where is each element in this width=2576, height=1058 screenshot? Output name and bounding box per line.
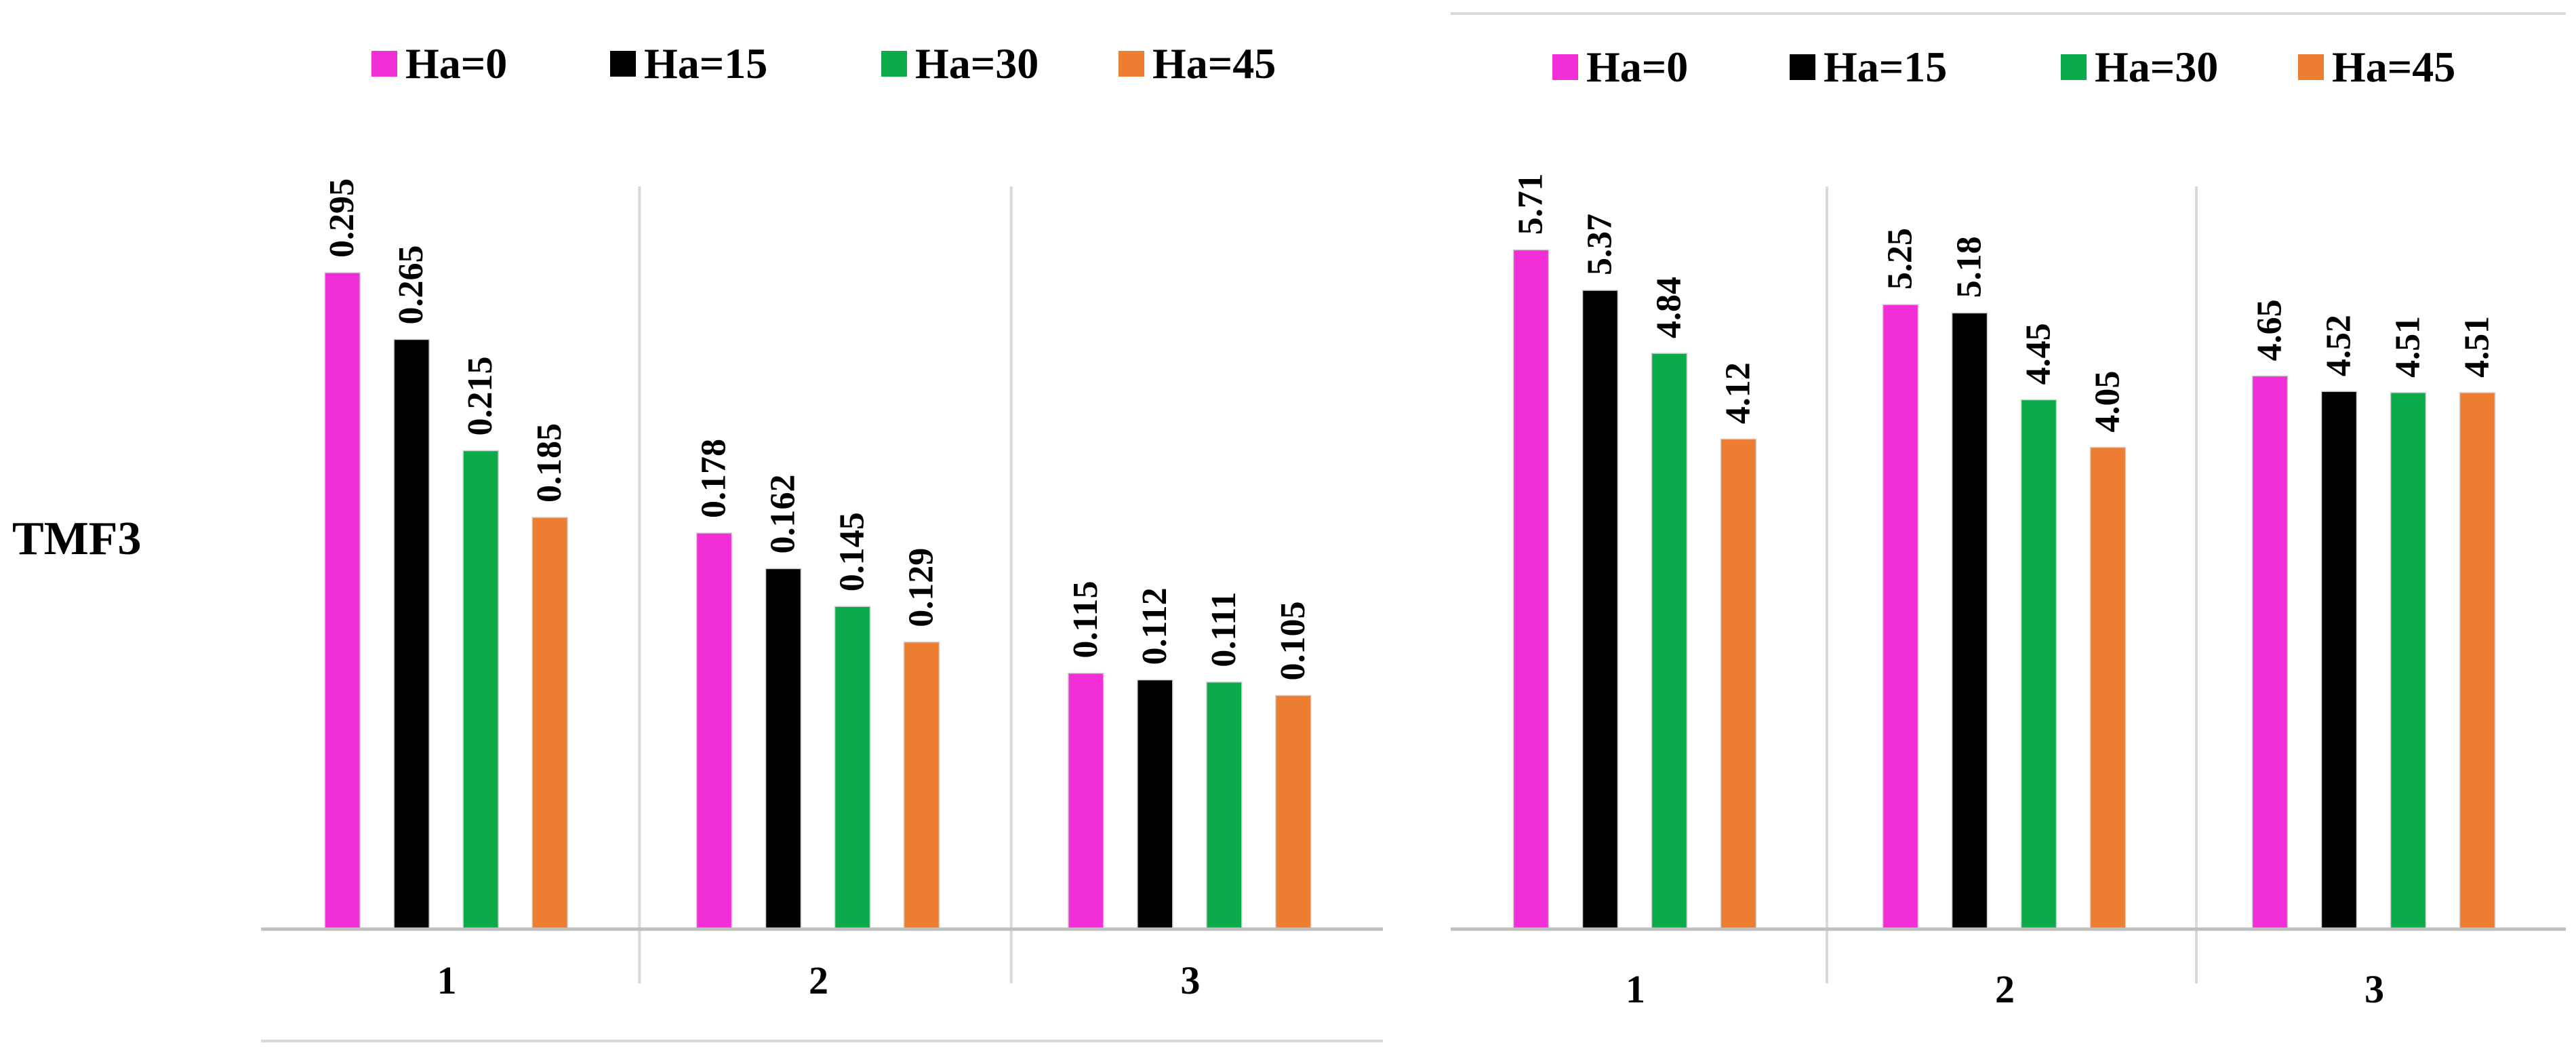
data-label: 5.37	[1581, 214, 1619, 275]
x-tick-label: 3	[2364, 967, 2384, 1011]
data-label: 0.129	[902, 548, 941, 627]
bar-Ha30-cat3	[1206, 682, 1243, 930]
legend-entry: Ha=15	[1824, 43, 1947, 91]
data-label: 0.162	[764, 474, 803, 553]
bar-Ha0-cat3	[2251, 375, 2289, 930]
legend-entry: Ha=0	[405, 39, 507, 87]
legend-entry: Ha=30	[915, 39, 1039, 87]
bar-Ha15-cat2	[765, 568, 802, 930]
bar-Ha15-cat1	[1582, 290, 1619, 930]
bar-Ha45-cat1	[531, 517, 568, 930]
legend-swatch	[1552, 54, 1578, 80]
x-tick-label: 2	[1995, 967, 2015, 1011]
data-label: 0.111	[1205, 592, 1243, 667]
data-label: 0.265	[392, 245, 430, 324]
legend-entry: Ha=0	[1586, 43, 1688, 91]
bar-Ha0-cat1	[1512, 249, 1550, 930]
data-label: 4.65	[2251, 299, 2289, 361]
data-label: 4.05	[2089, 371, 2127, 433]
bar-Ha0-cat2	[696, 532, 733, 930]
legend-entry: Ha=30	[2095, 43, 2218, 91]
data-label: 0.295	[323, 178, 361, 258]
data-label: 0.112	[1135, 587, 1174, 665]
legend-entry: Ha=15	[644, 39, 767, 87]
legend: Ha=0 Ha=15 Ha=30 Ha=45	[1552, 43, 2455, 91]
data-label: 4.51	[2389, 316, 2428, 378]
bar-Ha30-cat1	[1651, 353, 1688, 930]
legend-swatch	[2061, 54, 2087, 80]
bar-Ha0-cat3	[1068, 672, 1104, 930]
data-label: 0.145	[833, 512, 872, 591]
data-label: 4.84	[1650, 277, 1689, 338]
bar-Ha30-cat1	[462, 450, 499, 930]
x-tick-label: 1	[437, 958, 457, 1002]
bar-Ha45-cat3	[1275, 694, 1312, 930]
data-label: 5.71	[1512, 173, 1550, 235]
data-label: 0.115	[1066, 581, 1105, 659]
legend-swatch	[881, 51, 907, 77]
bar-Ha45-cat2	[2089, 446, 2127, 930]
data-label: 4.52	[2320, 315, 2358, 376]
bar-Ha45-cat1	[1720, 438, 1757, 930]
legend: Ha=0 Ha=15 Ha=30 Ha=45	[371, 39, 1276, 87]
x-tick-label: 1	[1626, 967, 1645, 1011]
bar-Ha15-cat3	[2320, 391, 2358, 930]
chart-1: 0.295 0.178 0.115 0.265 0.162 0.112 0.215 0.145…	[261, 39, 1383, 1042]
bar-Ha15-cat1	[393, 338, 430, 930]
bar-Ha15-cat2	[1951, 312, 1988, 930]
legend-entry: Ha=45	[2332, 43, 2455, 91]
bar-Ha30-cat2	[2020, 399, 2057, 930]
bar-Ha0-cat1	[324, 272, 361, 930]
legend-swatch	[371, 51, 397, 77]
data-label: 0.185	[530, 423, 569, 503]
row-label: TMF3	[12, 513, 142, 565]
data-label: 4.51	[2458, 316, 2497, 378]
bar-Ha15-cat3	[1137, 679, 1173, 930]
bar-Ha30-cat2	[834, 606, 871, 930]
data-label: 5.18	[1950, 236, 1989, 298]
bar-Ha45-cat2	[903, 641, 940, 930]
data-label: 4.45	[2019, 323, 2058, 385]
bar-Ha30-cat3	[2390, 392, 2427, 930]
data-label: 5.25	[1881, 228, 1920, 290]
chart-2: 5.71 5.25 4.65 5.37 5.18 4.52 4.84 4.45 4.51 4.12…	[1451, 12, 2566, 1011]
legend-entry: Ha=45	[1152, 39, 1276, 87]
legend-swatch	[1119, 51, 1144, 77]
bar-Ha45-cat3	[2459, 392, 2496, 930]
data-label: 0.178	[695, 439, 733, 518]
x-tick-label: 2	[809, 958, 828, 1002]
data-label: 0.105	[1274, 601, 1312, 680]
data-label: 4.12	[1719, 362, 1758, 424]
legend-swatch	[610, 51, 636, 77]
bar-Ha0-cat2	[1882, 304, 1919, 930]
x-tick-label: 3	[1180, 958, 1200, 1002]
legend-swatch	[2298, 54, 2324, 80]
legend-swatch	[1790, 54, 1815, 80]
data-label: 0.215	[461, 357, 500, 436]
